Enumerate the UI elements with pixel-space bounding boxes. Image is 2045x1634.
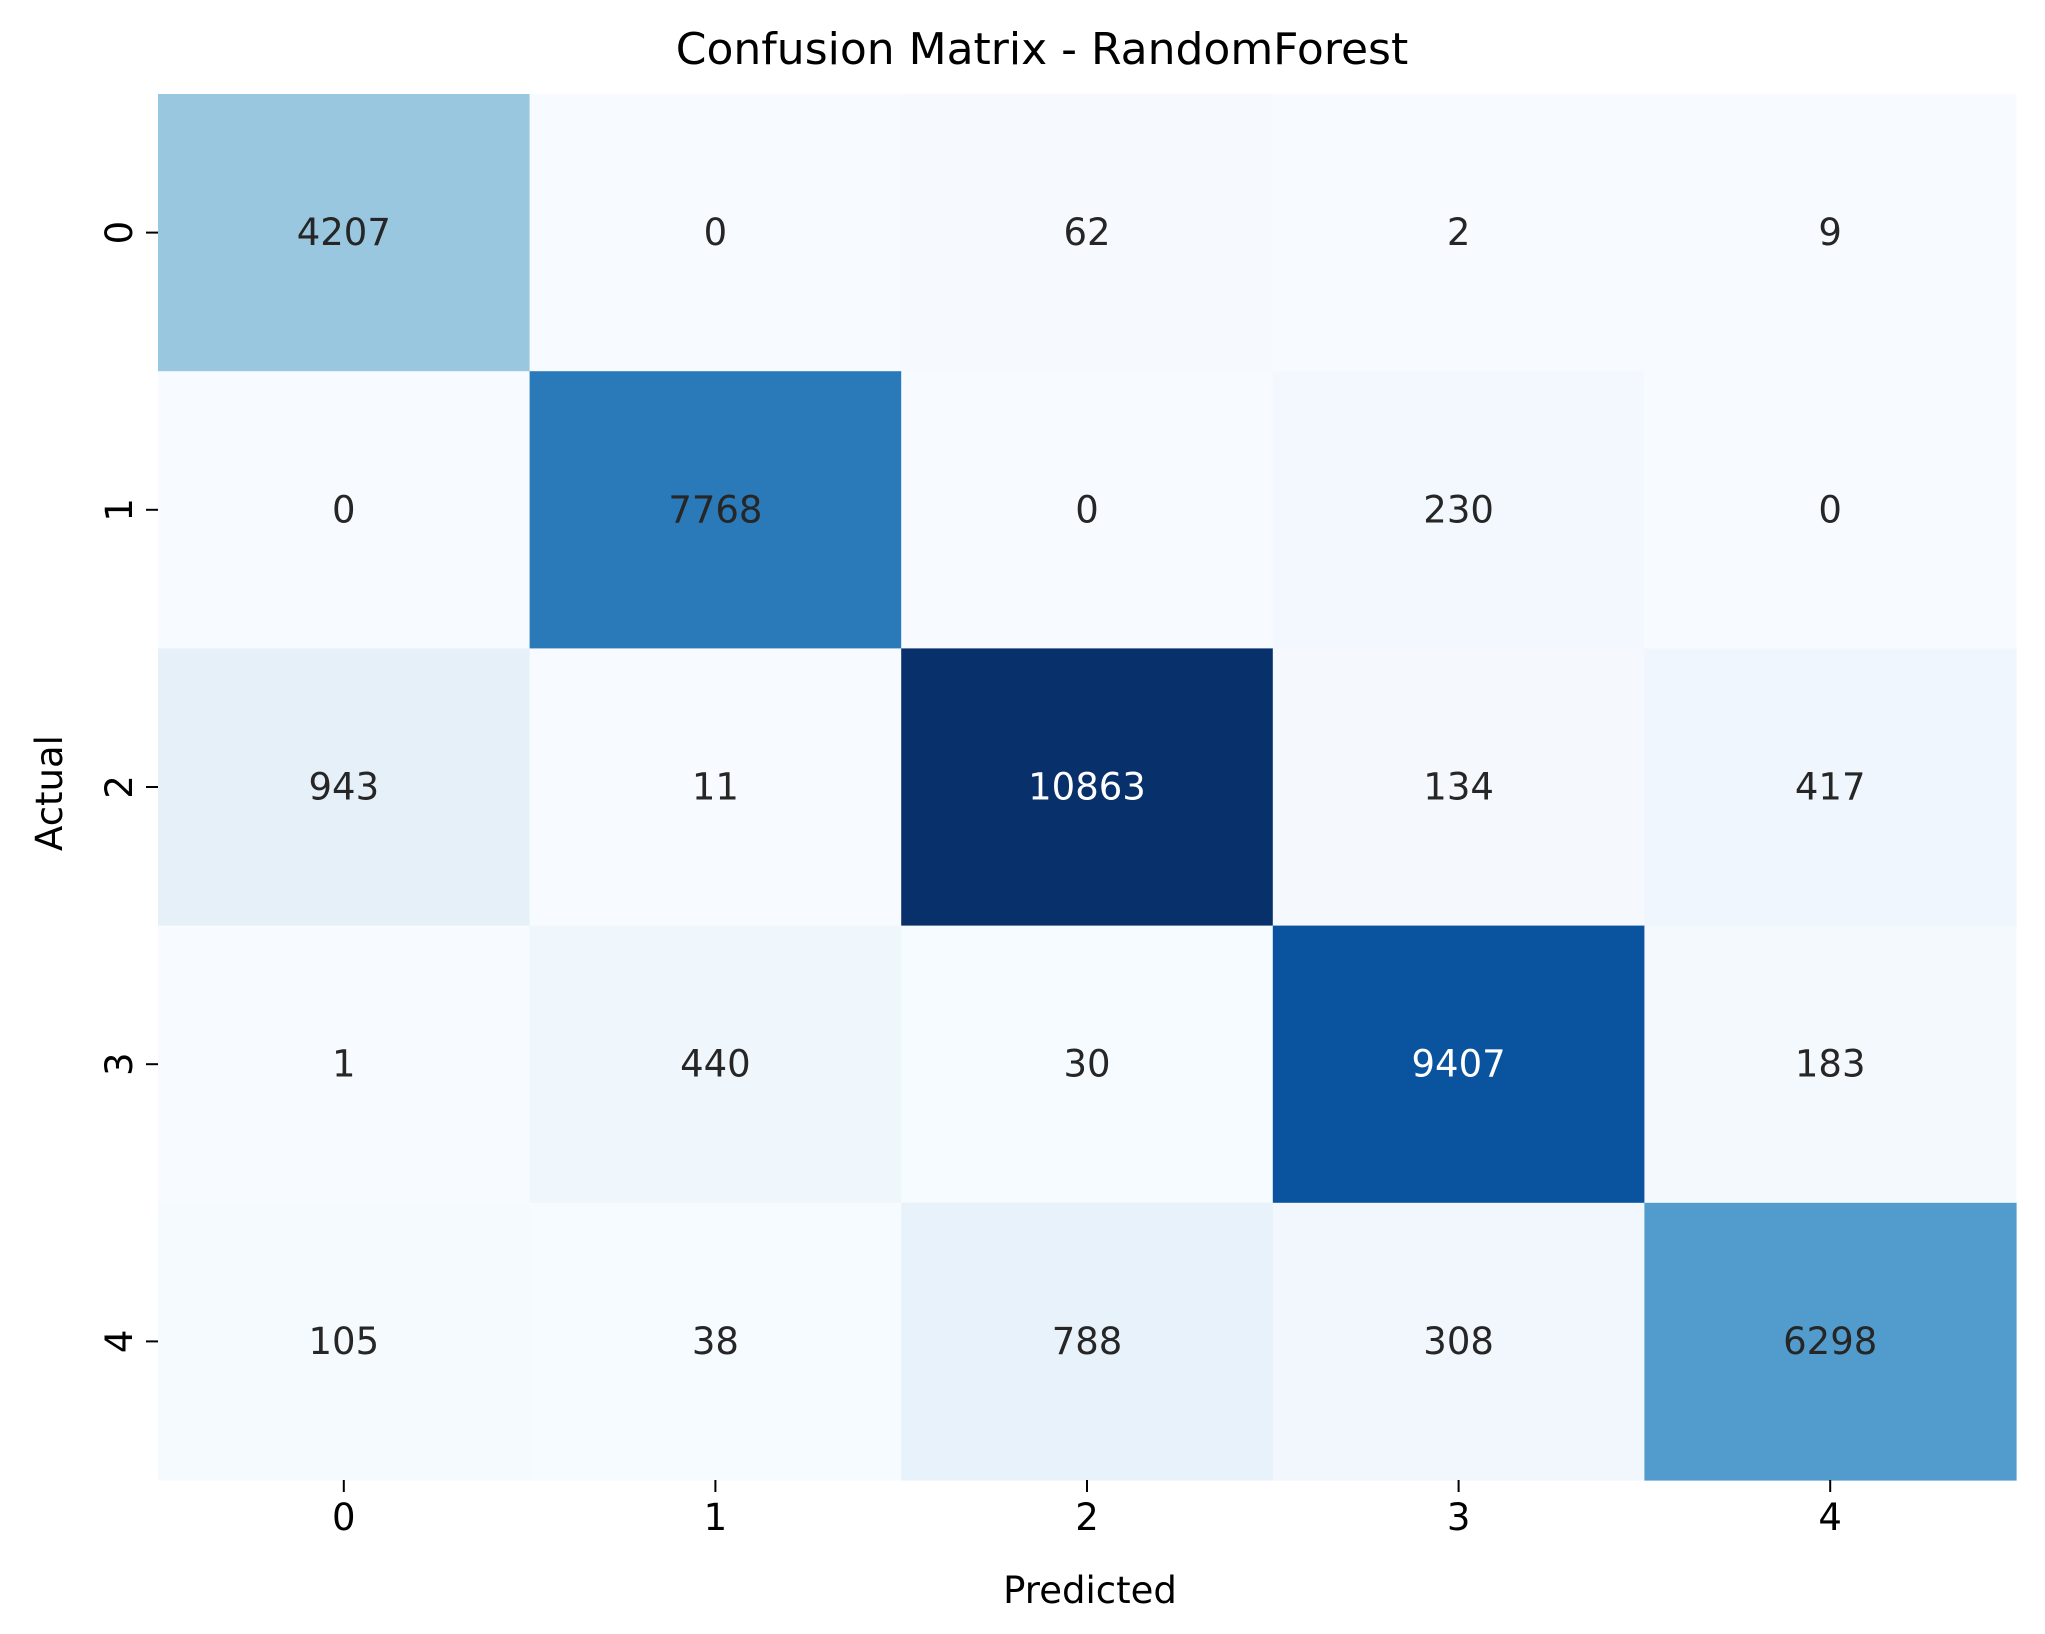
cell-value-3-1: 440 bbox=[680, 1043, 751, 1086]
cell-value-3-3: 9407 bbox=[1412, 1043, 1506, 1086]
cell-value-2-0: 943 bbox=[308, 766, 379, 809]
heatmap-cell-2-1 bbox=[529, 648, 902, 927]
cell-value-0-3: 2 bbox=[1447, 211, 1471, 254]
x-tick-label-4: 4 bbox=[1818, 1496, 1842, 1539]
cell-value-4-1: 38 bbox=[692, 1320, 739, 1363]
heatmap-cell-0-2 bbox=[901, 94, 1274, 372]
heatmap-cell-0-0 bbox=[158, 94, 531, 372]
x-axis-label: Predicted bbox=[1003, 1569, 1177, 1612]
cell-value-2-3: 134 bbox=[1423, 766, 1494, 809]
cell-value-2-2: 10863 bbox=[1028, 766, 1146, 809]
heatmap-cell-2-0 bbox=[158, 648, 531, 927]
y-tick-label-4: 4 bbox=[98, 1330, 141, 1354]
cell-value-3-4: 183 bbox=[1795, 1043, 1866, 1086]
cell-value-0-4: 9 bbox=[1818, 211, 1842, 254]
cell-value-1-3: 230 bbox=[1423, 488, 1494, 531]
heatmap-cell-3-3 bbox=[1272, 925, 1645, 1204]
cell-value-0-1: 0 bbox=[704, 211, 728, 254]
cell-value-4-3: 308 bbox=[1423, 1320, 1494, 1363]
heatmap-cells bbox=[158, 94, 2017, 1481]
y-tick-label-1: 1 bbox=[98, 498, 141, 522]
cell-value-1-2: 0 bbox=[1075, 488, 1099, 531]
cell-annotations: 4207 0 62 2 9 0 7768 0 230 0 943 11 10863 134 417 1 440 3… bbox=[297, 211, 1878, 1363]
heatmap-cell-1-3 bbox=[1272, 371, 1645, 649]
cell-value-2-1: 11 bbox=[692, 766, 739, 809]
cell-value-3-2: 30 bbox=[1063, 1043, 1110, 1086]
heatmap-cell-4-4 bbox=[1644, 1202, 2017, 1481]
y-tick-label-2: 2 bbox=[98, 775, 141, 799]
heatmap-cell-2-3 bbox=[1272, 648, 1645, 927]
chart-title: Confusion Matrix - RandomForest bbox=[676, 24, 1408, 75]
cell-value-2-4: 417 bbox=[1795, 766, 1866, 809]
heatmap-cell-0-1 bbox=[529, 94, 902, 372]
cell-value-4-2: 788 bbox=[1052, 1320, 1123, 1363]
x-axis: 0 1 2 3 4 bbox=[332, 1480, 1842, 1539]
cell-value-0-2: 62 bbox=[1063, 211, 1110, 254]
y-tick-label-3: 3 bbox=[98, 1052, 141, 1076]
heatmap-cell-4-2 bbox=[901, 1202, 1274, 1481]
x-tick-label-2: 2 bbox=[1075, 1496, 1099, 1539]
heatmap-cell-4-3 bbox=[1272, 1202, 1645, 1481]
heatmap-cell-3-4 bbox=[1644, 925, 2017, 1204]
heatmap-cell-1-1 bbox=[529, 371, 902, 649]
cell-value-1-1: 7768 bbox=[668, 488, 762, 531]
heatmap-cell-4-0 bbox=[158, 1202, 531, 1481]
heatmap-cell-1-4 bbox=[1644, 371, 2017, 649]
cell-value-3-0: 1 bbox=[332, 1043, 356, 1086]
heatmap-cell-3-2 bbox=[901, 925, 1274, 1204]
heatmap-cell-0-3 bbox=[1272, 94, 1645, 372]
x-tick-label-1: 1 bbox=[704, 1496, 728, 1539]
cell-value-4-4: 6298 bbox=[1783, 1320, 1877, 1363]
y-tick-label-0: 0 bbox=[98, 221, 141, 245]
heatmap-cell-2-4 bbox=[1644, 648, 2017, 927]
cell-value-1-0: 0 bbox=[332, 488, 356, 531]
x-tick-label-0: 0 bbox=[332, 1496, 356, 1539]
heatmap-cell-2-2 bbox=[901, 648, 1274, 927]
heatmap-cell-1-2 bbox=[901, 371, 1274, 649]
heatmap-cell-3-0 bbox=[158, 925, 531, 1204]
y-axis: 0 1 2 3 4 bbox=[98, 221, 158, 1353]
cell-value-0-0: 4207 bbox=[297, 211, 391, 254]
heatmap-cell-4-1 bbox=[529, 1202, 902, 1481]
heatmap-cell-0-4 bbox=[1644, 94, 2017, 372]
x-tick-label-3: 3 bbox=[1447, 1496, 1471, 1539]
heatmap-cell-1-0 bbox=[158, 371, 531, 649]
y-axis-label: Actual bbox=[28, 735, 71, 851]
cell-value-4-0: 105 bbox=[308, 1320, 379, 1363]
cell-value-1-4: 0 bbox=[1818, 488, 1842, 531]
heatmap-cell-3-1 bbox=[529, 925, 902, 1204]
